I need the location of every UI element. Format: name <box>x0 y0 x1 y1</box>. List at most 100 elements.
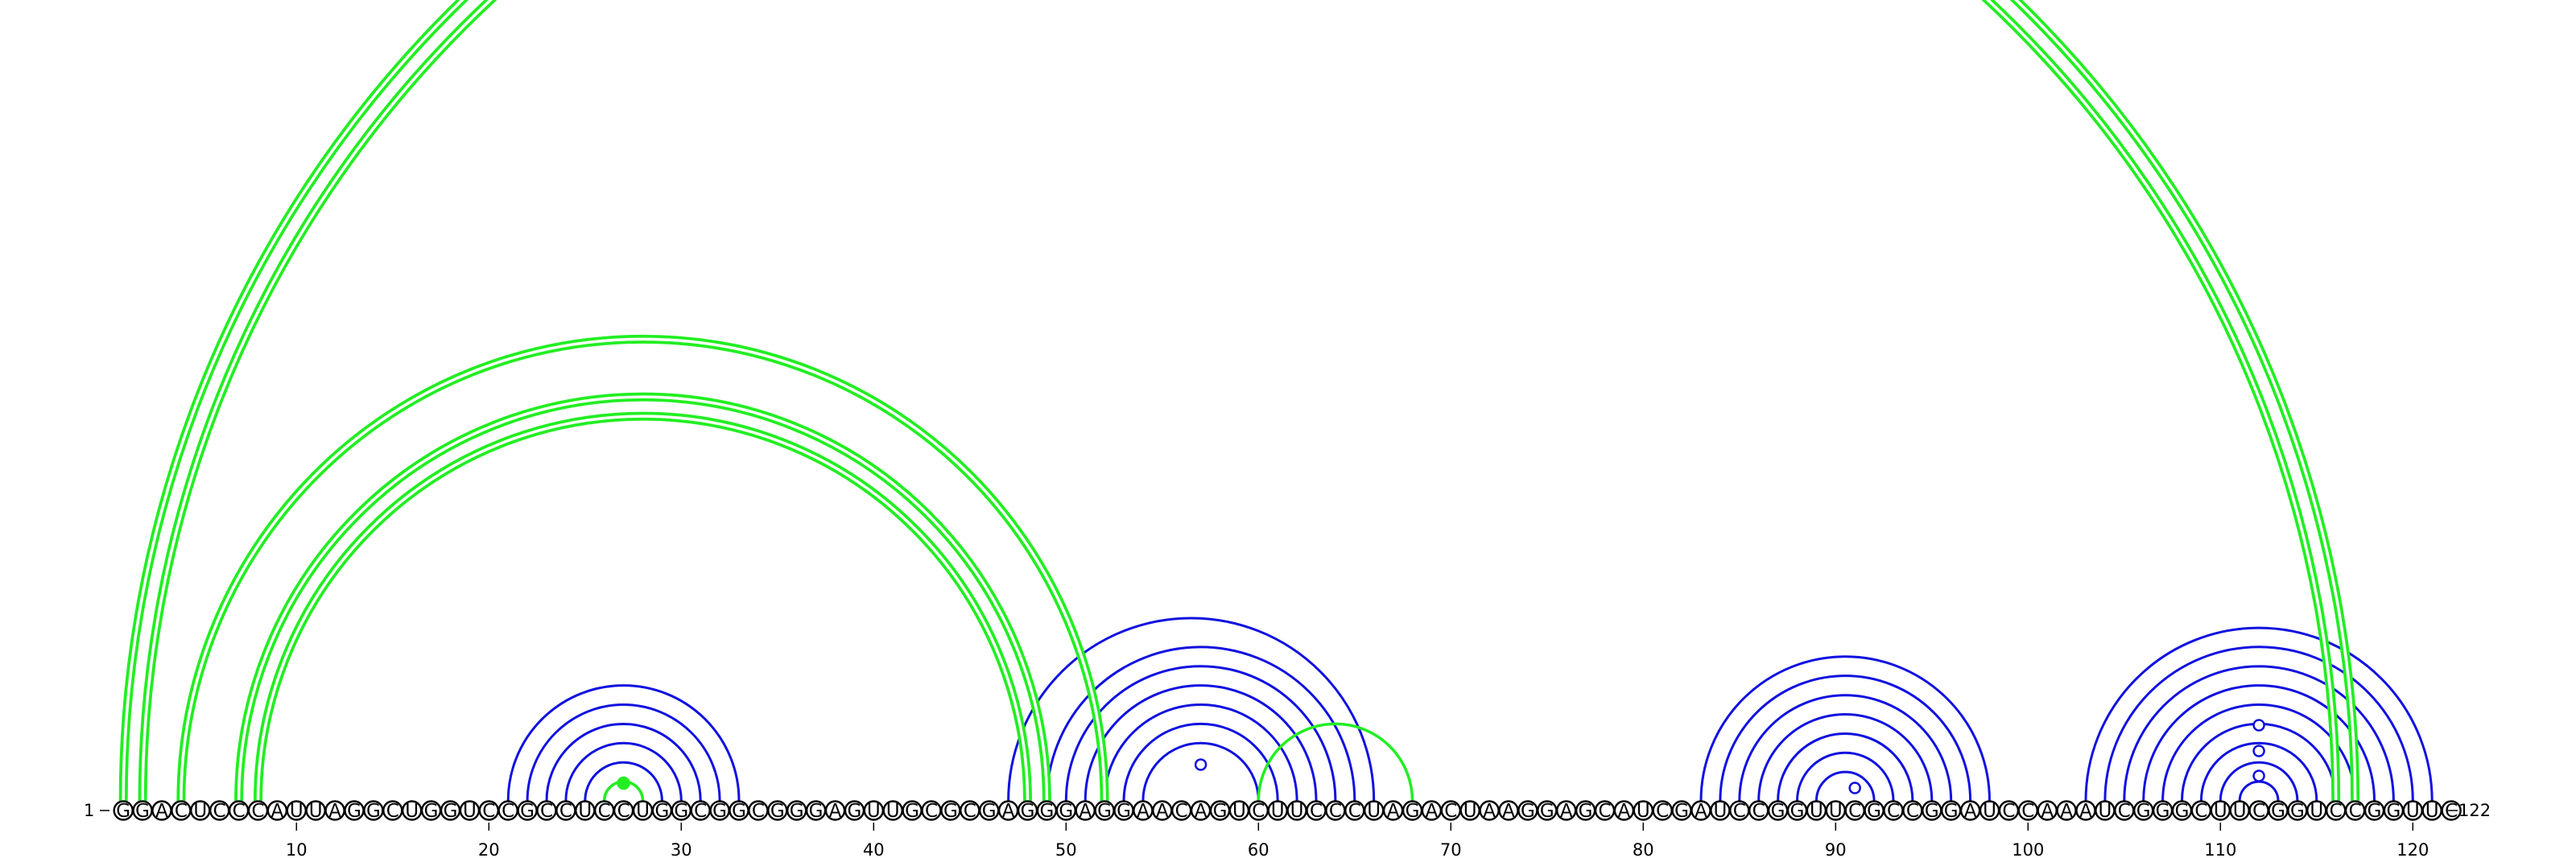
nucleotide-letter: U <box>867 801 881 822</box>
nucleotide: C <box>1883 800 1904 822</box>
nucleotide: U <box>402 800 423 822</box>
nucleotide-letter: C <box>1252 801 1265 822</box>
nucleotide: G <box>2171 800 2193 822</box>
position-tick-label: 40 <box>863 840 885 858</box>
nucleotide-letter: G <box>770 801 785 822</box>
nucleotide: C <box>497 800 518 822</box>
nucleotide: A <box>1133 800 1154 822</box>
nucleotide: G <box>2152 800 2174 822</box>
base-pair-arc <box>1103 703 1298 802</box>
nucleotide: C <box>1344 800 1365 822</box>
nucleotide-letter: C <box>251 801 264 822</box>
nucleotide-letter: U <box>290 801 303 822</box>
nucleotide: G <box>1940 800 1962 822</box>
nucleotide-letter: G <box>1097 801 1112 822</box>
nucleotide-letter: C <box>694 801 707 822</box>
nucleotide: U <box>1459 800 1480 822</box>
nucleotide: A <box>824 800 846 822</box>
nucleotide-letter: U <box>193 801 207 822</box>
nucleotide: U <box>1267 800 1288 822</box>
nucleotide-letter: A <box>1137 801 1150 822</box>
nucleotide-letter: U <box>1810 801 1823 822</box>
consensus-pair-arc <box>138 0 2341 802</box>
base-pair-arc <box>1757 712 1934 802</box>
nucleotide: A <box>1421 800 1443 822</box>
nucleotide-letter: A <box>1618 801 1631 822</box>
base-pair-arc <box>1064 665 1337 802</box>
nucleotide: U <box>286 800 307 822</box>
nucleotide-letter: C <box>2349 801 2362 822</box>
nucleotide: U <box>2421 800 2442 822</box>
nucleotide-letter: C <box>233 801 246 822</box>
nucleotide: G <box>517 800 538 822</box>
nucleotide: U <box>2306 800 2327 822</box>
nucleotide-letter: G <box>1925 801 1939 822</box>
nucleotide-letter: G <box>712 801 727 822</box>
nucleotide-letter: G <box>520 801 535 822</box>
nucleotide-letter: U <box>2406 801 2420 822</box>
nucleotide: A <box>997 800 1019 822</box>
nucleotide-letter: G <box>2386 801 2401 822</box>
nucleotide: G <box>767 800 788 822</box>
base-pair-arc <box>1719 674 1972 802</box>
nucleotide: A <box>151 800 172 822</box>
nucleotide-letter: U <box>2233 801 2247 822</box>
nucleotide: G <box>132 800 153 822</box>
nucleotide: U <box>2095 800 2116 822</box>
nucleotide-letter: A <box>2041 801 2054 822</box>
base-pair-arc <box>1045 646 1356 802</box>
nucleotide: A <box>324 800 345 822</box>
position-tick-label: 20 <box>478 840 500 858</box>
nucleotide-letter: C <box>1848 801 1861 822</box>
nucleotide-letter: C <box>598 801 611 822</box>
nucleotide: C <box>960 800 980 822</box>
nucleotide: U <box>2210 800 2231 822</box>
base-pair-arc <box>526 703 721 802</box>
nucleotide: C <box>1325 800 1346 822</box>
nucleotide-letter: G <box>809 801 824 822</box>
nucleotide-letter: G <box>982 801 997 822</box>
nucleotide: U <box>1228 800 1250 822</box>
nucleotide-letter: U <box>1829 801 1843 822</box>
nucleotide: U <box>882 800 903 822</box>
nucleotide-letter: A <box>1387 801 1400 822</box>
consensus-pair-arc-gap <box>180 337 1106 802</box>
nucleotide-letter: G <box>135 801 150 822</box>
nucleotide: U <box>1710 800 1731 822</box>
base-pair-arc <box>2123 665 2395 802</box>
nucleotide-letter: A <box>271 801 284 822</box>
nucleotide-letter: U <box>2214 801 2227 822</box>
nucleotide: C <box>555 800 576 822</box>
nucleotide: C <box>478 800 499 822</box>
nucleotide: U <box>2402 800 2424 822</box>
nucleotide: U <box>575 800 596 822</box>
nucleotide-letter: C <box>617 801 630 822</box>
nucleotide: A <box>1959 800 1981 822</box>
nucleotide-letter: A <box>1964 801 1977 822</box>
nucleotide: G <box>2383 800 2405 822</box>
nucleotide: G <box>2268 800 2289 822</box>
nucleotide: G <box>978 800 1000 822</box>
markers-layer <box>617 719 2265 794</box>
nucleotide: G <box>2363 800 2385 822</box>
nucleotide: A <box>1613 800 1635 822</box>
consensus-pair-arc-gap <box>122 0 2357 802</box>
nucleotide: C <box>1729 800 1750 822</box>
nucleotide-letter: U <box>1290 801 1304 822</box>
position-tick-label: 120 <box>2396 840 2429 858</box>
nucleotide: C <box>2114 800 2135 822</box>
base-pair-arc <box>1814 770 1876 802</box>
nucleotide-letter: C <box>1348 801 1361 822</box>
nucleotide-letter: G <box>1771 801 1785 822</box>
nucleotide-letter: U <box>1713 801 1727 822</box>
nucleotide: G <box>420 800 442 822</box>
nucleotide-letter: G <box>1039 801 1054 822</box>
nucleotide-letter: C <box>2002 801 2015 822</box>
nucleotide-letter: C <box>925 801 938 822</box>
nucleotide-letter: U <box>1983 801 1996 822</box>
nucleotide-letter: U <box>2425 801 2439 822</box>
nucleotide-letter: G <box>674 801 688 822</box>
nucleotide: G <box>805 800 827 822</box>
nucleotide: G <box>940 800 961 822</box>
filled-pair-marker <box>617 776 630 790</box>
